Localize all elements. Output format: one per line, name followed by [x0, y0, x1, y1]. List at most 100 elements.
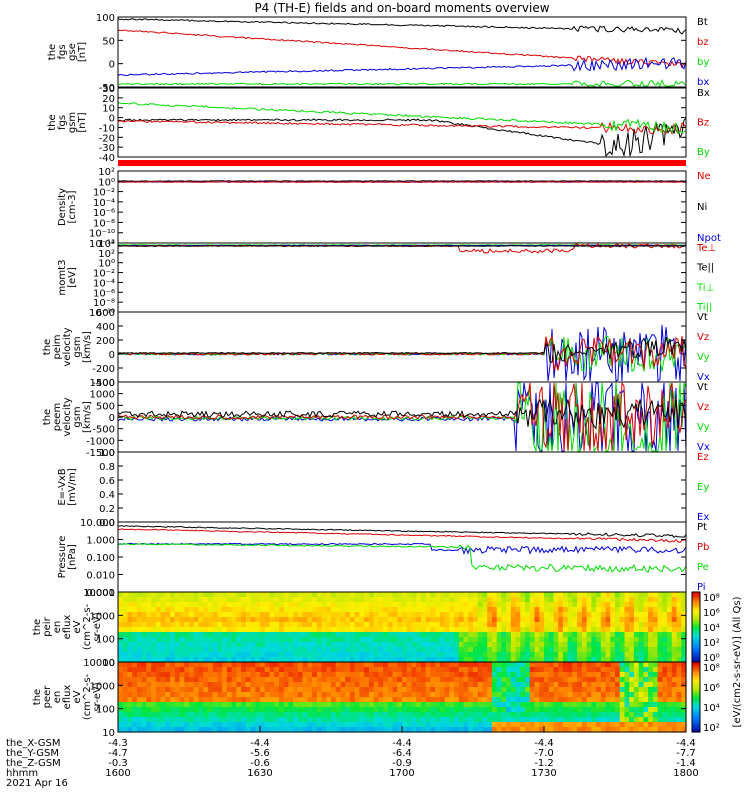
- panel-frame-pressure: [117, 521, 687, 593]
- xaxis-val-1-0: -4.7: [108, 748, 128, 759]
- ylabel-peem-velocity-2: velocity: [62, 397, 73, 436]
- legend-fgs-gse-1: bz: [697, 37, 709, 48]
- colorbar-peer-tick-3: 10²: [703, 723, 720, 734]
- legend-fgs-gse-2: by: [697, 57, 709, 68]
- xaxis-val-3-2: 1700: [389, 768, 414, 779]
- ylabel-fgs-gsm-1: fgs: [57, 115, 68, 130]
- ylabel-pressure-1: [nPa]: [67, 544, 78, 570]
- ytick-peim-velocity-1: 400: [96, 322, 115, 333]
- legend-temperature-2: Ti⊥: [696, 282, 714, 293]
- ytick-peim-velocity-0: 600: [96, 308, 115, 319]
- xaxis-val-3-1: 1630: [247, 768, 272, 779]
- xaxis-val-3-0: 1600: [105, 768, 130, 779]
- ytick-density-5: 10⁻⁸: [93, 218, 115, 229]
- ylabel-peim-velocity-3: gsm: [72, 336, 83, 357]
- ytick-peem-velocity-2: 500: [96, 401, 115, 412]
- ytick-peer-spec-3: 10: [102, 728, 115, 739]
- ylabel-fgs-gse-0: the: [47, 44, 58, 60]
- ylabel-peer-spec-5: (cm^2-s-: [82, 673, 93, 720]
- ytick-efield-5: 0.0: [99, 518, 115, 529]
- ytick-pressure-4: 0.001: [86, 588, 115, 599]
- colorbar-peer-tick-1: 10⁶: [703, 683, 720, 694]
- ytick-fgs-gsm-4: -10: [99, 123, 115, 134]
- ylabel-fgs-gse-2: gse: [67, 43, 78, 61]
- ylabel-peir-spec-2: en: [52, 621, 63, 634]
- ylabel-fgs-gsm-0: the: [47, 114, 58, 130]
- colorbar-peir-tick-0: 10⁸: [703, 593, 720, 604]
- colorbar-peer-tick-0: 10⁸: [703, 663, 720, 674]
- ylabel-efield-0: E=-VxB: [57, 468, 68, 505]
- ytick-efield-2: 0.6: [99, 476, 115, 487]
- flag-bar: [118, 160, 686, 166]
- ytick-temperature-0: 10⁴: [98, 239, 115, 250]
- legend-peem-velocity-1: Vz: [697, 402, 709, 413]
- ylabel-peer-spec-4: eV: [72, 690, 83, 703]
- legend-fgs-gsm-2: By: [697, 147, 710, 158]
- legend-pressure-0: Pt: [697, 522, 707, 533]
- legend-peem-velocity-0: Vt: [697, 382, 708, 393]
- xaxis-val-2-3: -1.2: [534, 758, 554, 769]
- xaxis-val-1-1: -5.6: [250, 748, 270, 759]
- ytick-peim-velocity-5: -400: [92, 378, 115, 389]
- ylabel-density-1: [cm-3]: [67, 190, 78, 223]
- ytick-peem-velocity-1: 1000: [90, 390, 115, 401]
- colorbar-peir-tick-3: 10²: [703, 638, 720, 649]
- ytick-temperature-6: 10⁻⁸: [93, 298, 115, 309]
- xaxis-val-2-4: -1.4: [676, 758, 696, 769]
- panel-frame-fgs-gsm: [117, 87, 687, 158]
- xaxis-label-3: hhmm: [6, 768, 38, 779]
- series-peim-vz: [117, 334, 687, 371]
- legend-efield-2: Ex: [697, 512, 709, 523]
- ytick-fgs-gsm-5: -20: [99, 133, 115, 144]
- ytick-fgs-gsm-2: 10: [102, 104, 115, 115]
- peir-spectrogram: [118, 592, 687, 663]
- ytick-fgs-gse-0: 100: [96, 13, 115, 24]
- xaxis-val-0-2: -4.4: [392, 738, 412, 749]
- ylabel-peir-spec-5: (cm^2-s-: [82, 603, 93, 650]
- ytick-fgs-gsm-0: 30: [102, 84, 115, 95]
- legend-temperature-0: Te⊥: [696, 243, 716, 254]
- colorbar-peir-tick-1: 10⁶: [703, 608, 720, 619]
- legend-pressure-2: Pe: [697, 562, 709, 573]
- xaxis-label-4: 2021 Apr 16: [6, 778, 68, 789]
- xaxis-val-1-3: -7.0: [534, 748, 554, 759]
- ytick-peem-velocity-3: 0: [109, 413, 115, 424]
- series-Bx: [117, 117, 687, 158]
- ytick-peer-spec-2: 100: [96, 705, 115, 716]
- ytick-peer-spec-0: 10000: [83, 658, 115, 669]
- xaxis-val-1-2: -6.4: [392, 748, 412, 759]
- colorbar-peer-tick-2: 10⁴: [703, 703, 720, 714]
- xaxis-val-3-4: 1800: [673, 768, 698, 779]
- ytick-temperature-2: 10⁰: [98, 259, 115, 270]
- ylabel-peer-spec-0: the: [32, 689, 43, 705]
- ylabel-peer-spec-1: peer: [42, 685, 53, 709]
- panel-frame-temperature: [117, 242, 687, 313]
- ytick-pressure-2: 0.100: [86, 553, 115, 564]
- series-bz: [117, 29, 687, 69]
- legend-fgs-gse-3: bx: [697, 77, 709, 88]
- ytick-peem-velocity-0: 1500: [90, 378, 115, 389]
- xaxis-val-3-3: 1730: [531, 768, 556, 779]
- ytick-peem-velocity-6: -1500: [86, 448, 115, 459]
- ytick-pressure-0: 10.000: [80, 518, 115, 529]
- ylabel-peir-spec-1: peir: [42, 616, 53, 636]
- ytick-peir-spec-1: 1000: [90, 611, 115, 622]
- xaxis-val-0-4: -4.4: [676, 738, 696, 749]
- xaxis-label-1: the_Y-GSM: [6, 748, 59, 759]
- legend-peem-velocity-3: Vx: [697, 442, 710, 453]
- ylabel-fgs-gsm-2: gsm: [67, 112, 78, 133]
- xaxis-label-2: the_Z-GSM: [6, 758, 61, 769]
- series-Te-par: [118, 245, 687, 247]
- ylabel-density-0: Density: [57, 188, 68, 226]
- ytick-fgs-gsm-3: 0: [109, 114, 115, 125]
- chart-title: P4 (TH-E) fields and on-board moments ov…: [254, 1, 549, 15]
- ytick-density-0: 10²: [98, 167, 115, 178]
- legend-pressure-1: Pb: [697, 542, 709, 553]
- ytick-efield-3: 0.4: [99, 490, 115, 501]
- ylabel-fgs-gse-1: fgs: [57, 44, 68, 59]
- xaxis-val-2-0: -0.3: [108, 758, 128, 769]
- series-bt: [117, 18, 687, 35]
- xaxis-val-0-3: -4.4: [534, 738, 554, 749]
- ylabel-peem-velocity-0: the: [42, 409, 53, 425]
- xaxis-val-0-0: -4.3: [108, 738, 128, 749]
